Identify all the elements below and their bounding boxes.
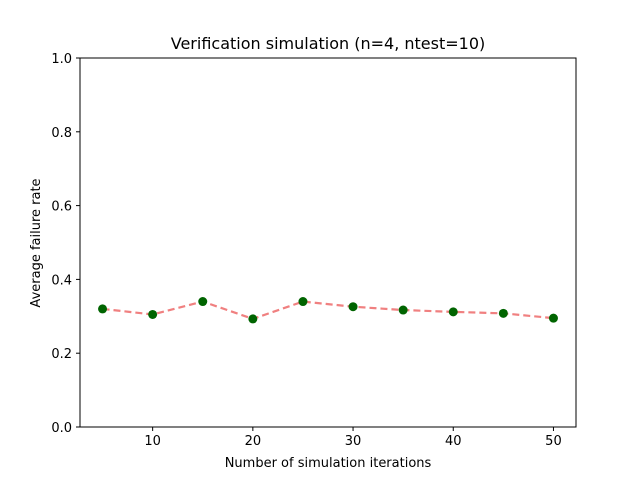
data-point bbox=[298, 297, 308, 307]
x-axis-label: Number of simulation iterations bbox=[225, 456, 432, 471]
x-tick-label: 40 bbox=[445, 434, 462, 449]
data-point bbox=[98, 304, 108, 314]
x-tick-label: 10 bbox=[144, 434, 161, 449]
plot-area bbox=[98, 297, 558, 324]
y-tick-label: 0.8 bbox=[51, 126, 72, 141]
data-point bbox=[248, 314, 258, 324]
data-point bbox=[498, 308, 508, 318]
series-line bbox=[102, 300, 554, 321]
data-point bbox=[348, 302, 358, 312]
y-tick-label: 0.4 bbox=[51, 273, 72, 288]
data-point bbox=[448, 307, 458, 317]
y-tick-label: 0.6 bbox=[51, 200, 72, 215]
data-point bbox=[198, 297, 208, 307]
data-point bbox=[398, 305, 408, 315]
y-tick-label: 0.0 bbox=[51, 421, 72, 436]
y-tick-label: 1.0 bbox=[51, 52, 72, 67]
y-axis: 0.0 0.2 0.4 0.6 0.8 1.0 bbox=[51, 52, 80, 436]
x-tick-label: 20 bbox=[245, 434, 262, 449]
y-axis-label: Average failure rate bbox=[29, 178, 44, 307]
axes-frame bbox=[79, 57, 577, 428]
data-point bbox=[548, 313, 558, 323]
data-point bbox=[148, 309, 158, 319]
chart-title: Verification simulation (n=4, ntest=10) bbox=[171, 34, 486, 53]
x-tick-label: 50 bbox=[545, 434, 562, 449]
x-tick-label: 30 bbox=[345, 434, 362, 449]
x-axis: 10 20 30 40 50 bbox=[144, 427, 562, 449]
y-tick-label: 0.2 bbox=[51, 347, 72, 362]
